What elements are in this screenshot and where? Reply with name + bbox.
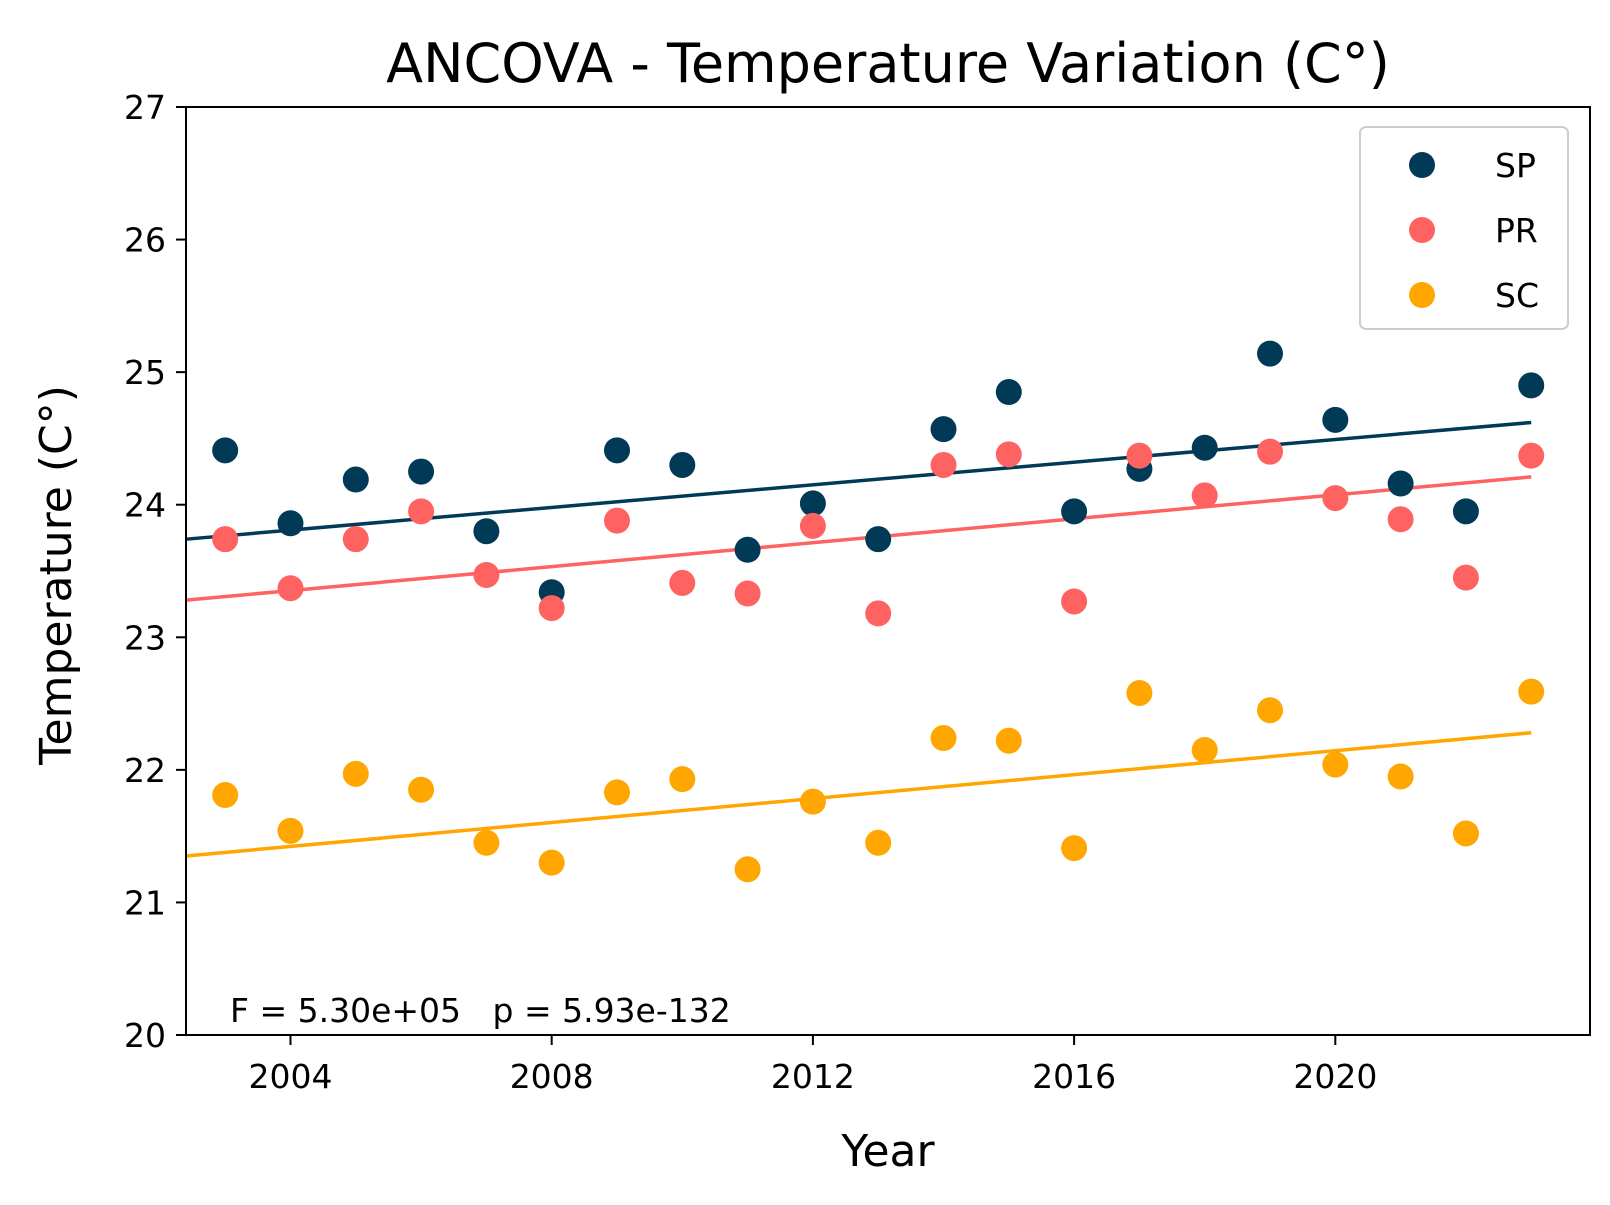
legend-label-sp: SP <box>1495 146 1536 185</box>
x-axis-label: Year <box>840 1126 935 1177</box>
data-point-pr <box>1257 438 1284 465</box>
data-point-sc <box>1518 678 1545 705</box>
legend-label-pr: PR <box>1495 211 1538 250</box>
chart-title: ANCOVA - Temperature Variation (C°) <box>386 32 1390 95</box>
x-tick-label: 2016 <box>1032 1057 1116 1096</box>
legend-marker-pr <box>1409 217 1435 243</box>
x-tick-label: 2004 <box>248 1057 332 1096</box>
stats-annotation: F = 5.30e+05 p = 5.93e-132 <box>230 991 731 1030</box>
data-point-sc <box>669 766 696 793</box>
data-point-sp <box>1322 406 1349 433</box>
data-point-sp <box>995 379 1022 406</box>
data-point-pr <box>1452 564 1479 591</box>
data-point-sc <box>1126 679 1153 706</box>
data-point-pr <box>1518 442 1545 469</box>
data-point-sp <box>669 451 696 478</box>
data-point-pr <box>342 526 369 553</box>
y-tick-label: 27 <box>124 88 166 127</box>
y-tick-label: 23 <box>124 618 166 657</box>
data-point-pr <box>930 451 957 478</box>
data-point-sc <box>212 782 239 809</box>
legend-marker-sc <box>1409 282 1435 308</box>
legend-box <box>1359 126 1569 330</box>
data-point-pr <box>865 600 892 627</box>
data-point-pr <box>995 441 1022 468</box>
data-point-sc <box>342 760 369 787</box>
data-point-pr <box>734 580 761 607</box>
data-point-sc <box>1191 736 1218 763</box>
data-point-sc <box>538 849 565 876</box>
data-point-sp <box>1518 372 1545 399</box>
data-point-sp <box>930 416 957 443</box>
y-tick-label: 26 <box>124 221 166 260</box>
data-point-pr <box>1191 482 1218 509</box>
data-point-sp <box>212 437 239 464</box>
legend-label-sc: SC <box>1495 276 1539 315</box>
data-point-pr <box>799 512 826 539</box>
data-point-sc <box>1322 751 1349 778</box>
legend-marker-sp <box>1409 152 1435 178</box>
data-point-sp <box>603 437 630 464</box>
data-point-sp <box>734 536 761 563</box>
data-point-sp <box>473 518 500 545</box>
data-point-pr <box>473 561 500 588</box>
x-tick-label: 2020 <box>1293 1057 1377 1096</box>
data-point-sp <box>865 526 892 553</box>
data-point-sp <box>1452 498 1479 525</box>
data-point-pr <box>212 526 239 553</box>
data-point-sp <box>1257 340 1284 367</box>
data-point-sp <box>1061 498 1088 525</box>
data-point-sc <box>865 829 892 856</box>
data-point-sc <box>1061 835 1088 862</box>
y-tick-label: 20 <box>124 1016 166 1055</box>
data-point-sp <box>342 466 369 493</box>
x-tick-label: 2008 <box>510 1057 594 1096</box>
data-point-sc <box>408 776 435 803</box>
y-tick-label: 22 <box>124 751 166 790</box>
data-point-pr <box>1322 485 1349 512</box>
data-point-sc <box>1452 820 1479 847</box>
data-point-pr <box>669 569 696 596</box>
data-point-sc <box>603 779 630 806</box>
data-point-pr <box>277 575 304 602</box>
data-point-sc <box>734 856 761 883</box>
data-point-sc <box>277 817 304 844</box>
y-axis-label: Temperature (C°) <box>31 385 82 766</box>
data-point-pr <box>408 498 435 525</box>
data-point-sp <box>277 510 304 537</box>
data-point-sp <box>799 490 826 517</box>
plot-frame <box>185 106 1591 1036</box>
trend-line-sc <box>185 730 1532 858</box>
data-point-sc <box>799 788 826 815</box>
data-point-pr <box>603 507 630 534</box>
data-point-sc <box>473 829 500 856</box>
data-point-sp <box>408 458 435 485</box>
data-point-sp <box>1387 470 1414 497</box>
data-point-pr <box>1387 506 1414 533</box>
data-point-pr <box>538 595 565 622</box>
x-tick-label: 2012 <box>771 1057 855 1096</box>
data-point-pr <box>1061 588 1088 615</box>
data-point-sc <box>995 727 1022 754</box>
trend-line-pr <box>185 475 1532 602</box>
data-point-sc <box>1387 763 1414 790</box>
data-point-sc <box>930 725 957 752</box>
trend-line-sp <box>185 420 1532 541</box>
y-tick-label: 24 <box>124 486 166 525</box>
data-point-sp <box>1191 434 1218 461</box>
data-point-sc <box>1257 697 1284 724</box>
y-tick-label: 21 <box>124 883 166 922</box>
data-point-pr <box>1126 442 1153 469</box>
y-tick-label: 25 <box>124 353 166 392</box>
legend: SP PR SC <box>1359 126 1569 330</box>
